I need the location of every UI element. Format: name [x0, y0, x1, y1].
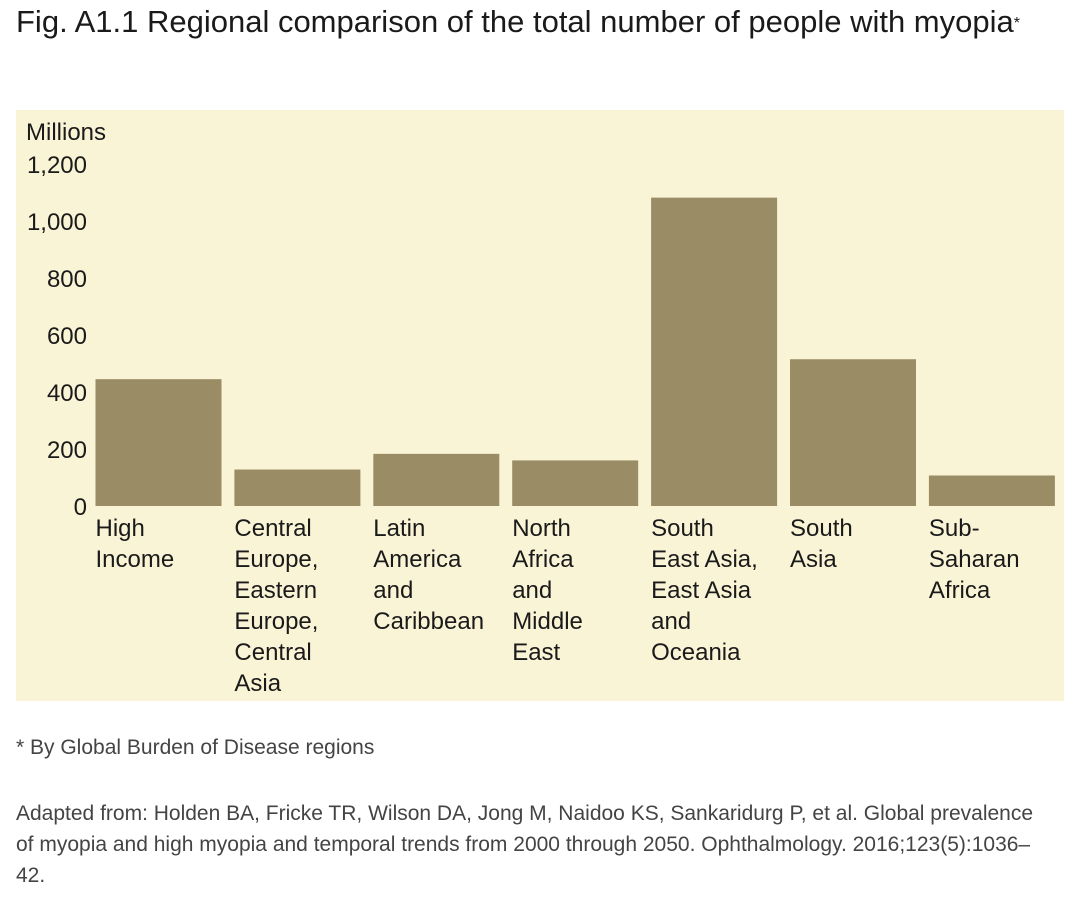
x-tick-label: South Asia	[790, 515, 853, 573]
chart-title: Fig. A1.1 Regional comparison of the tot…	[16, 2, 1056, 42]
x-tick-label: North Africa and Middle East	[512, 515, 583, 666]
y-tick-label: 1,200	[27, 152, 87, 179]
y-tick-label: 800	[47, 266, 87, 293]
source-citation: Adapted from: Holden BA, Fricke TR, Wils…	[16, 802, 1034, 887]
bar	[790, 359, 916, 506]
bar-chart: Millions 0 200 400 600 800 1,000 1,200 High Inc…	[16, 110, 1064, 701]
bars	[95, 197, 1055, 506]
y-tick-label: 200	[47, 437, 87, 464]
title-footnote-marker: *	[1013, 15, 1020, 32]
bar	[234, 469, 361, 506]
x-axis-labels: High Income Central Europe, Eastern Europe, Ce…	[96, 515, 1020, 697]
y-tick-label: 0	[74, 494, 87, 521]
footnote: * By Global Burden of Disease regions	[16, 736, 375, 759]
x-tick-label: Latin America and Caribbean	[373, 515, 484, 635]
x-tick-label: High Income	[96, 515, 175, 573]
bar	[651, 197, 778, 506]
x-tick-label: Central Europe, Eastern Europe, Central Asia	[234, 515, 318, 697]
bar	[512, 460, 639, 506]
bar	[95, 379, 222, 506]
bar	[928, 475, 1055, 506]
y-tick-label: 600	[47, 323, 87, 350]
y-axis-label: Millions	[26, 119, 106, 146]
chart-title-text: Fig. A1.1 Regional comparison of the tot…	[16, 4, 1014, 39]
y-axis-ticks: 0 200 400 600 800 1,000 1,200	[27, 152, 87, 521]
bar	[373, 453, 500, 506]
y-tick-label: 1,000	[27, 209, 87, 236]
x-tick-label: South East Asia, East Asia and Oceania	[651, 515, 758, 666]
y-tick-label: 400	[47, 380, 87, 407]
chart-panel: Millions 0 200 400 600 800 1,000 1,200 High Inc…	[16, 110, 1064, 701]
x-tick-label: Sub-Saharan Africa	[929, 515, 1020, 604]
